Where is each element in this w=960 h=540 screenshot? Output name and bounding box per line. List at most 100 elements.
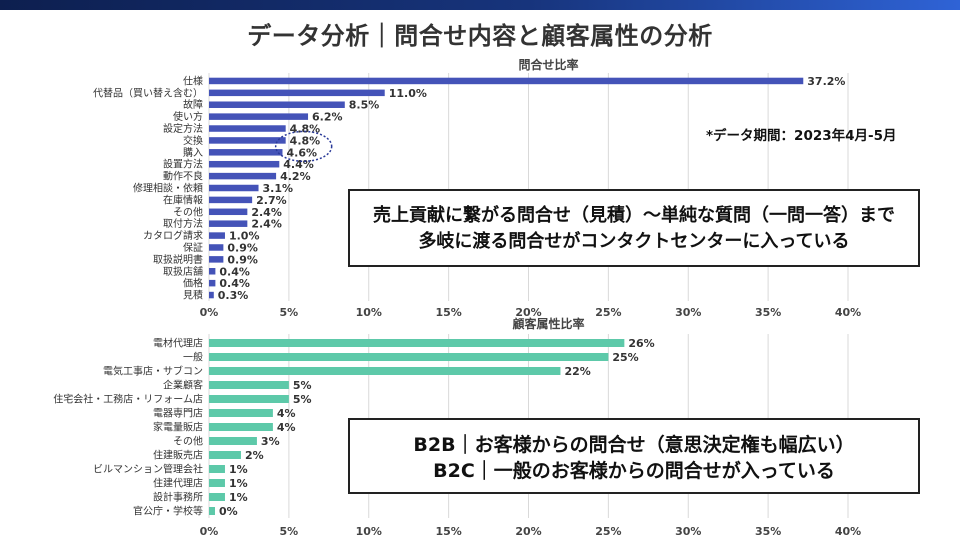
customer-category-label: 一般 (183, 351, 203, 364)
customer-bar (209, 465, 225, 473)
customer-tick-label: 35% (755, 525, 781, 538)
customer-tick-label: 30% (675, 525, 701, 538)
customer-value-label: 5% (293, 393, 312, 406)
customer-value-label: 5% (293, 379, 312, 392)
inquiry-category-label: 修理相談・依頼 (133, 182, 203, 195)
customer-value-label: 4% (277, 421, 296, 434)
inquiry-category-label: 購入 (183, 146, 203, 159)
data-period-note: *データ期間：2023年4月-5月 (706, 128, 897, 144)
customer-bar (209, 339, 625, 347)
customer-bar (209, 479, 225, 487)
inquiry-bar (209, 291, 214, 299)
inquiry-bar (209, 268, 216, 275)
customer-category-label: 住建販売店 (153, 449, 203, 462)
inquiry-bar (209, 172, 277, 180)
customer-category-label: 電気工事店・サブコン (103, 365, 203, 378)
customer-tick-label: 40% (835, 525, 861, 538)
customer-bar (209, 395, 289, 403)
inquiry-value-label: 3.1% (263, 182, 294, 195)
customer-tick-label: 20% (515, 525, 541, 538)
callout-customer-summary: B2B｜お客様からの問合せ（意思決定権も幅広い） B2C｜一般のお客様からの問合… (348, 418, 920, 494)
customer-category-label: ビルマンション管理会社 (93, 463, 203, 476)
inquiry-value-label: 0.9% (227, 241, 258, 254)
customer-category-label: 住建代理店 (153, 477, 203, 490)
callout-line: 多岐に渡る問合せがコンタクトセンターに入っている (418, 231, 850, 252)
inquiry-value-label: 4.8% (290, 134, 321, 147)
callout-line: B2B｜お客様からの問合せ（意思決定権も幅広い） (413, 434, 855, 456)
inquiry-value-label: 6.2% (312, 111, 343, 124)
inquiry-value-label: 0.3% (218, 289, 249, 302)
customer-tick-label: 0% (200, 525, 219, 538)
inquiry-value-label: 0.4% (219, 265, 250, 278)
inquiry-tick-label: 40% (835, 306, 861, 319)
customer-value-label: 26% (628, 337, 654, 350)
inquiry-category-label: カタログ請求 (143, 229, 203, 242)
inquiry-category-label: 交換 (183, 134, 203, 147)
page-title: データ分析｜問合せ内容と顧客属性の分析 (247, 22, 713, 50)
customer-tick-label: 25% (595, 525, 621, 538)
inquiry-bar (209, 101, 345, 108)
customer-category-label: 住宅会社・工務店・リフォーム店 (53, 393, 203, 406)
inquiry-value-label: 2.4% (251, 218, 282, 231)
inquiry-category-label: 取扱店舗 (163, 265, 203, 278)
customer-value-label: 1% (229, 491, 248, 504)
inquiry-bar (209, 77, 804, 85)
inquiry-category-label: 設定方法 (163, 122, 203, 135)
inquiry-category-label: 在庫情報 (163, 193, 203, 206)
customer-category-label: 企業顧客 (163, 379, 203, 392)
inquiry-category-label: 取付方法 (163, 217, 203, 230)
callout-line: B2C｜一般のお客様からの問合せが入っている (433, 460, 835, 482)
inquiry-category-label: 使い方 (173, 110, 203, 123)
customer-category-label: 電器専門店 (153, 407, 203, 420)
inquiry-bar (209, 256, 224, 263)
inquiry-tick-label: 35% (755, 306, 781, 319)
inquiry-value-label: 4.6% (286, 146, 317, 159)
inquiry-value-label: 8.5% (349, 99, 380, 112)
inquiry-category-label: 見積 (183, 289, 203, 302)
inquiry-category-label: 価格 (183, 277, 203, 290)
inquiry-category-label: 故障 (183, 98, 203, 111)
inquiry-bar (209, 113, 309, 120)
customer-category-label: 設計事務所 (153, 491, 203, 504)
inquiry-category-label: 保証 (183, 241, 203, 254)
customer-value-label: 1% (229, 463, 248, 476)
top-color-band (0, 0, 960, 10)
inquiry-bar (209, 125, 286, 132)
customer-bar (209, 423, 273, 431)
callout-line: 売上貢献に繋がる問合せ（見積）～単純な質問（一問一答）まで (373, 205, 895, 226)
inquiry-bar (209, 279, 216, 287)
callout-inquiry-summary: 売上貢献に繋がる問合せ（見積）～単純な質問（一問一答）まで 多岐に渡る問合せがコ… (348, 189, 920, 267)
inquiry-value-label: 1.0% (229, 230, 260, 243)
customer-bar (209, 451, 241, 459)
customer-value-label: 4% (277, 407, 296, 420)
customer-bar (209, 409, 273, 417)
inquiry-tick-label: 10% (356, 306, 382, 319)
customer-value-label: 25% (612, 351, 638, 364)
customer-value-label: 22% (564, 365, 590, 378)
inquiry-bar (209, 196, 253, 204)
inquiry-bar (209, 232, 225, 239)
inquiry-category-label: 動作不良 (163, 170, 203, 183)
customer-tick-label: 15% (435, 525, 461, 538)
customer-bar (209, 381, 289, 389)
customer-bar (209, 437, 257, 445)
inquiry-value-label: 11.0% (389, 87, 427, 100)
inquiry-category-label: 代替品（買い替え含む） (93, 86, 203, 99)
inquiry-category-label: 仕様 (183, 74, 203, 87)
inquiry-value-label: 0.4% (219, 277, 250, 290)
inquiry-category-label: 設置方法 (163, 158, 203, 171)
customer-value-label: 1% (229, 477, 248, 490)
customer-category-label: その他 (173, 435, 203, 448)
customer-category-label: 電材代理店 (153, 337, 203, 350)
customer-tick-label: 5% (280, 525, 299, 538)
customer-category-label: 家電量販店 (153, 421, 203, 434)
inquiry-value-label: 2.4% (251, 206, 282, 219)
inquiry-bar (209, 89, 385, 97)
customer-value-label: 3% (261, 435, 280, 448)
customer-value-label: 0% (219, 505, 238, 518)
inquiry-value-label: 4.2% (280, 170, 311, 183)
inquiry-tick-label: 25% (595, 306, 621, 319)
inquiry-tick-label: 5% (280, 306, 299, 319)
customer-bar (209, 353, 609, 361)
customer-bar (209, 493, 225, 501)
